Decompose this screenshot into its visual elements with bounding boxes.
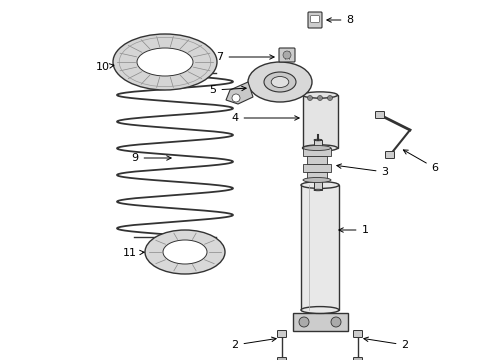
Polygon shape — [313, 140, 321, 190]
Ellipse shape — [264, 72, 295, 92]
Polygon shape — [292, 313, 347, 331]
Polygon shape — [306, 172, 326, 180]
Circle shape — [298, 317, 308, 327]
Ellipse shape — [137, 48, 193, 76]
FancyBboxPatch shape — [375, 112, 384, 118]
Polygon shape — [225, 82, 252, 104]
Text: 6: 6 — [403, 150, 438, 173]
FancyBboxPatch shape — [385, 152, 394, 158]
Polygon shape — [306, 156, 326, 164]
Ellipse shape — [247, 62, 311, 102]
Polygon shape — [301, 185, 338, 310]
Ellipse shape — [301, 181, 338, 188]
Ellipse shape — [163, 240, 206, 264]
Circle shape — [327, 95, 332, 100]
FancyBboxPatch shape — [277, 330, 286, 338]
Circle shape — [317, 95, 322, 100]
Ellipse shape — [145, 230, 224, 274]
FancyBboxPatch shape — [310, 16, 319, 22]
Ellipse shape — [301, 307, 338, 314]
Circle shape — [231, 94, 240, 102]
Text: 10: 10 — [96, 62, 114, 72]
Text: 3: 3 — [336, 164, 387, 177]
Polygon shape — [302, 95, 337, 148]
Ellipse shape — [303, 145, 330, 150]
FancyBboxPatch shape — [353, 330, 362, 338]
FancyBboxPatch shape — [277, 357, 286, 360]
Text: 4: 4 — [231, 113, 299, 123]
Polygon shape — [303, 164, 330, 172]
Ellipse shape — [271, 77, 288, 87]
Text: 2: 2 — [363, 337, 408, 350]
Ellipse shape — [113, 34, 217, 90]
Ellipse shape — [313, 139, 321, 141]
Text: 8: 8 — [326, 15, 353, 25]
Polygon shape — [303, 148, 330, 156]
FancyBboxPatch shape — [279, 48, 294, 62]
Text: 5: 5 — [209, 85, 245, 95]
FancyBboxPatch shape — [307, 12, 321, 28]
Text: 11: 11 — [123, 248, 144, 258]
Ellipse shape — [303, 177, 330, 183]
Circle shape — [307, 95, 312, 100]
Text: 9: 9 — [131, 153, 171, 163]
Ellipse shape — [302, 92, 337, 98]
Text: 1: 1 — [338, 225, 368, 235]
Ellipse shape — [302, 145, 337, 151]
Ellipse shape — [313, 189, 321, 191]
Text: 2: 2 — [231, 337, 276, 350]
Circle shape — [283, 51, 290, 59]
FancyBboxPatch shape — [353, 357, 362, 360]
Circle shape — [330, 317, 340, 327]
Text: 7: 7 — [216, 52, 274, 62]
